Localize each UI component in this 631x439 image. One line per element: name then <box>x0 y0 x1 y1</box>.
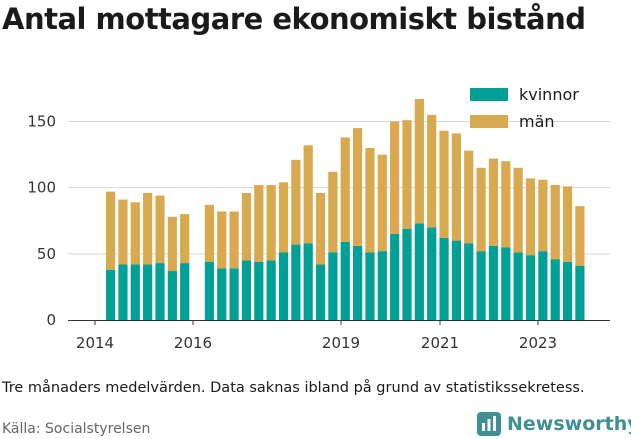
bar-man-2015Q1 <box>143 192 153 265</box>
y-tick-label: 50 <box>37 245 56 263</box>
legend-swatch <box>470 115 508 128</box>
bar-man-2021Q2 <box>451 133 461 241</box>
bar-man-2018Q3 <box>315 192 326 265</box>
bar-kvinnor-2019Q3 <box>365 252 375 320</box>
bar-kvinnor-2018Q2 <box>303 243 313 320</box>
legend-label: kvinnor <box>519 85 579 104</box>
x-tick-label: 2023 <box>519 334 557 352</box>
bar-man-2019Q4 <box>377 154 387 252</box>
bar-man-2017Q2 <box>254 185 264 262</box>
bar-chart-logo-icon <box>477 412 501 436</box>
bar-kvinnor-2019Q4 <box>377 251 387 320</box>
bar-man-2019Q3 <box>365 147 375 253</box>
bar-man-2014Q3 <box>118 199 128 265</box>
bar-kvinnor-2022Q1 <box>488 245 499 320</box>
bar-man-2020Q2 <box>402 120 412 229</box>
bar-man-2022Q1 <box>488 158 499 246</box>
bar-kvinnor-2020Q2 <box>402 228 412 320</box>
y-tick-label: 150 <box>27 113 56 131</box>
bar-man-2021Q3 <box>464 150 474 244</box>
bar-man-2021Q1 <box>439 130 449 238</box>
bar-kvinnor-2021Q1 <box>439 237 449 320</box>
bar-kvinnor-2014Q4 <box>130 264 140 320</box>
bar-kvinnor-2018Q4 <box>328 252 338 320</box>
bar-kvinnor-2017Q4 <box>278 252 289 320</box>
bar-man-2020Q3 <box>414 99 424 224</box>
bar-kvinnor-2014Q3 <box>118 264 128 320</box>
bar-man-2014Q4 <box>130 202 140 265</box>
x-tick-label: 2016 <box>174 334 212 352</box>
bar-man-2023Q2 <box>550 185 560 260</box>
brand-logo[interactable]: Newsworthy <box>477 410 631 438</box>
x-tick-label: 2019 <box>322 334 360 352</box>
bar-man-2022Q4 <box>525 178 536 256</box>
bar-kvinnor-2022Q2 <box>501 247 511 320</box>
bar-kvinnor-2022Q4 <box>525 255 536 320</box>
bar-kvinnor-2018Q3 <box>315 264 326 320</box>
bar-kvinnor-2015Q3 <box>167 271 177 320</box>
bar-kvinnor-2021Q4 <box>476 251 486 320</box>
x-tick-label: 2014 <box>76 334 114 352</box>
axes: 0 50 100 150 2014 2016 2019 2021 2023 <box>27 113 610 352</box>
bar-man-2019Q1 <box>340 137 350 242</box>
bar-kvinnor-2018Q1 <box>291 244 301 320</box>
chart-note: Tre månaders medelvärden. Data saknas ib… <box>2 380 585 396</box>
source-label: Källa: Socialstyrelsen <box>2 421 151 437</box>
y-tick-label: 100 <box>27 179 56 197</box>
y-tick-label: 0 <box>46 311 56 329</box>
bar-kvinnor-2015Q4 <box>180 263 190 320</box>
bar-man-2023Q3 <box>562 186 573 262</box>
bar-man-2023Q1 <box>538 179 548 252</box>
bar-man-2017Q3 <box>266 185 276 261</box>
bar-man-2022Q3 <box>513 167 523 253</box>
bar-man-2021Q4 <box>476 167 486 252</box>
bar-kvinnor-2017Q2 <box>254 261 264 320</box>
bar-man-2018Q2 <box>303 145 313 244</box>
bars <box>106 99 585 320</box>
bar-man-2015Q4 <box>180 214 190 264</box>
bar-kvinnor-2016Q2 <box>204 261 214 320</box>
bar-man-2015Q3 <box>167 216 177 272</box>
bar-kvinnor-2015Q1 <box>143 264 153 320</box>
bar-kvinnor-2019Q1 <box>340 241 350 320</box>
bar-kvinnor-2023Q2 <box>550 259 560 320</box>
bar-man-2018Q4 <box>328 171 338 253</box>
x-tick-label: 2021 <box>421 334 459 352</box>
bar-kvinnor-2021Q3 <box>464 243 474 320</box>
bar-man-2020Q4 <box>427 114 437 228</box>
brand-name: Newsworthy <box>507 413 631 435</box>
bar-kvinnor-2017Q3 <box>266 260 276 320</box>
bar-chart: 0 50 100 150 2014 2016 2019 2021 2023 kvinnor män <box>27 85 610 352</box>
bar-man-2016Q3 <box>217 211 227 269</box>
bar-man-2016Q4 <box>229 211 239 269</box>
bar-kvinnor-2016Q4 <box>229 268 239 320</box>
bar-man-2023Q4 <box>575 206 585 266</box>
bar-kvinnor-2022Q3 <box>513 252 523 320</box>
legend: kvinnor män <box>470 85 579 131</box>
bar-man-2014Q2 <box>106 191 116 270</box>
bar-kvinnor-2020Q1 <box>390 233 400 320</box>
bar-kvinnor-2020Q3 <box>414 223 424 320</box>
bar-kvinnor-2020Q4 <box>427 227 437 320</box>
bar-man-2016Q2 <box>204 204 214 262</box>
bar-man-2020Q1 <box>390 121 400 234</box>
bar-kvinnor-2017Q1 <box>241 260 252 320</box>
bar-kvinnor-2023Q3 <box>562 261 573 320</box>
bar-kvinnor-2015Q2 <box>155 263 165 320</box>
bar-kvinnor-2019Q2 <box>353 245 363 320</box>
bar-man-2017Q4 <box>278 182 289 253</box>
bar-man-2018Q1 <box>291 159 301 245</box>
bar-kvinnor-2023Q4 <box>575 265 585 320</box>
bar-kvinnor-2023Q1 <box>538 251 548 320</box>
bar-man-2022Q2 <box>501 161 511 248</box>
bar-kvinnor-2014Q2 <box>106 269 116 320</box>
legend-swatch <box>470 88 508 101</box>
legend-label: män <box>519 112 555 131</box>
bar-man-2017Q1 <box>241 192 252 261</box>
chart-title: Antal mottagare ekonomiskt bistånd <box>2 2 586 36</box>
bar-man-2019Q2 <box>353 128 363 246</box>
bar-kvinnor-2016Q3 <box>217 268 227 320</box>
bar-kvinnor-2021Q2 <box>451 240 461 320</box>
bar-man-2015Q2 <box>155 195 165 264</box>
